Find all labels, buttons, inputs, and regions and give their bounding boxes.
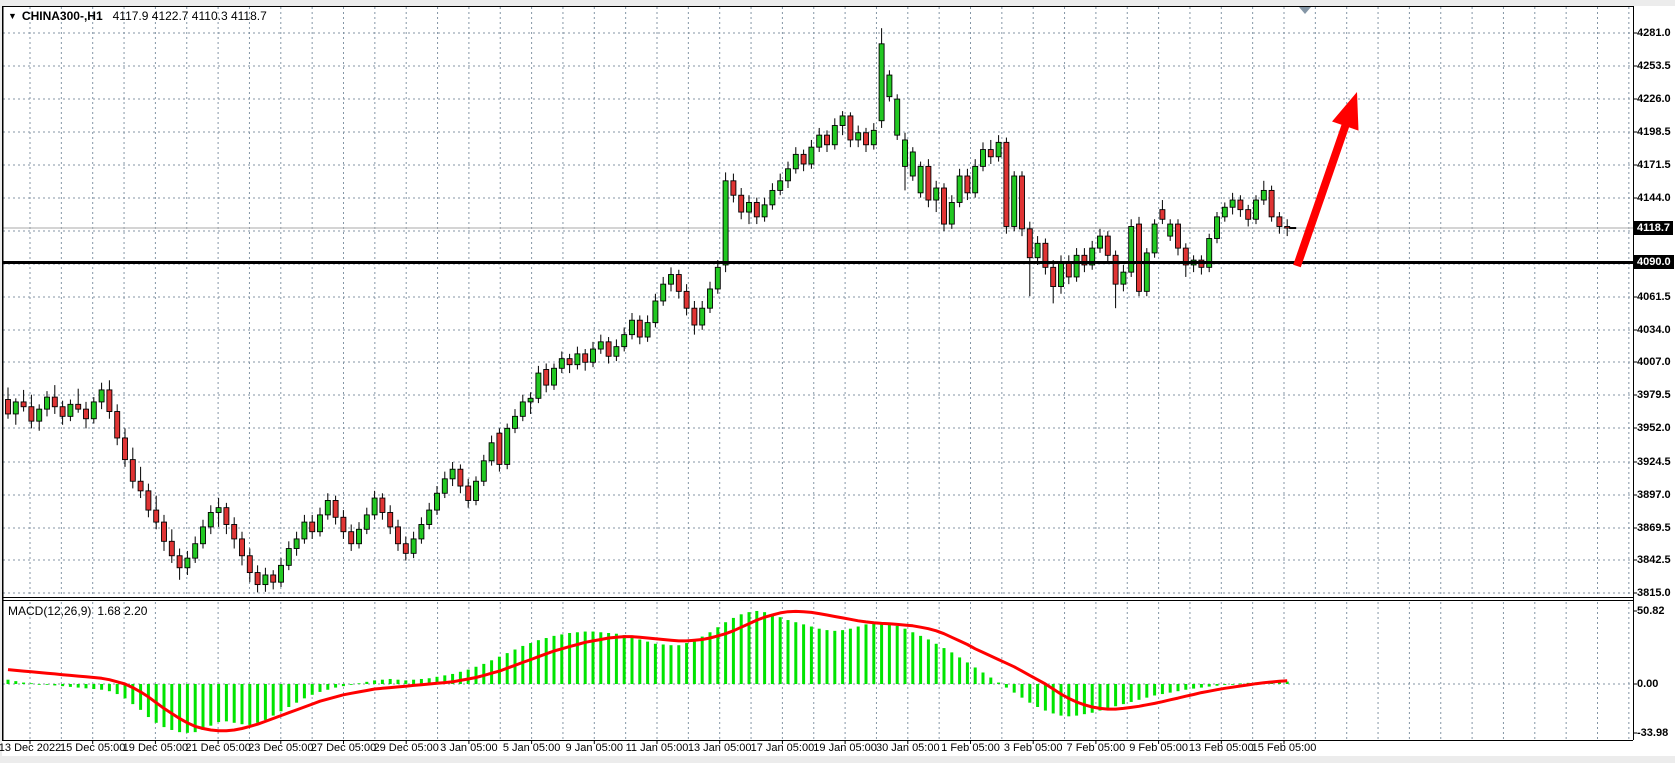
time-label: 9 Feb 05:00 xyxy=(1129,742,1188,754)
price-tag: 4090.0 xyxy=(1634,255,1674,269)
time-label: 7 Feb 05:00 xyxy=(1066,742,1126,754)
time-label: 11 Jan 05:00 xyxy=(625,742,689,754)
time-label: 9 Jan 05:00 xyxy=(565,742,624,754)
time-label: 5 Jan 05:00 xyxy=(502,742,561,754)
symbol-period-label: CHINA300-,H1 xyxy=(21,9,103,23)
candles xyxy=(5,28,1291,593)
macd-histogram xyxy=(6,610,1289,733)
time-label: 15 Dec 05:00 xyxy=(59,742,126,754)
price-label: 3815.0 xyxy=(1637,587,1671,599)
time-label: 3 Feb 05:00 xyxy=(1003,742,1063,754)
price-label: 4226.0 xyxy=(1637,93,1671,105)
time-label: 27 Dec 05:00 xyxy=(310,742,377,754)
price-label: 4171.5 xyxy=(1637,159,1671,171)
price-label: 4198.5 xyxy=(1637,126,1671,138)
panel-borders xyxy=(1,6,1634,741)
left-frame-strip xyxy=(0,0,2,763)
ohlc-quote-label: 4117.9 4122.7 4110.3 4118.7 xyxy=(112,9,267,23)
time-label: 30 Jan 05:00 xyxy=(875,742,940,754)
macd-signal-line xyxy=(7,609,1288,733)
macd-name: MACD(12,26,9) xyxy=(8,604,92,618)
price-label: 4007.0 xyxy=(1637,356,1671,368)
price-label: 4281.0 xyxy=(1637,27,1671,39)
price-label: 4253.5 xyxy=(1637,60,1671,72)
price-axis[interactable]: 4281.0 4253.5 4226.0 4198.5 4171.5 4144.0 4061… xyxy=(1634,0,1675,763)
time-label: 17 Jan 05:00 xyxy=(750,742,815,754)
time-label: 13 Feb 05:00 xyxy=(1188,742,1254,754)
price-label: 0.00 xyxy=(1637,678,1659,690)
price-label: 50.82 xyxy=(1637,605,1665,617)
price-label: 3952.0 xyxy=(1637,422,1671,434)
time-label: 15 Feb 05:00 xyxy=(1251,742,1317,754)
bottom-frame-strip xyxy=(0,756,1675,763)
price-label: 4034.0 xyxy=(1637,324,1671,336)
chart-shift-marker-icon[interactable] xyxy=(1299,7,1311,14)
trend-arrow-object[interactable] xyxy=(1293,92,1359,268)
macd-indicator-label: MACD(12,26,9) 1.68 2.20 xyxy=(8,604,147,618)
price-tag: 4118.7 xyxy=(1634,221,1674,235)
axis-ticks xyxy=(29,32,1637,744)
price-label: 3924.5 xyxy=(1637,456,1671,468)
time-label: 3 Jan 05:00 xyxy=(440,742,498,754)
price-label: 4144.0 xyxy=(1637,192,1671,204)
time-label: 19 Jan 05:00 xyxy=(813,742,877,754)
time-label: 13 Jan 05:00 xyxy=(687,742,752,754)
price-label: 3897.0 xyxy=(1637,489,1671,501)
time-label: 21 Dec 05:00 xyxy=(185,742,251,754)
macd-values: 1.68 2.20 xyxy=(97,604,148,618)
time-label: 13 Dec 2022 xyxy=(0,742,62,754)
time-label: 29 Dec 05:00 xyxy=(373,742,439,754)
time-label: 23 Dec 05:00 xyxy=(248,742,314,754)
symbol-dropdown-icon: ▼ xyxy=(8,11,17,21)
time-label: 1 Feb 05:00 xyxy=(941,742,1000,754)
top-frame-strip xyxy=(0,0,1675,6)
price-label: 4061.5 xyxy=(1637,291,1671,303)
time-axis[interactable]: 13 Dec 2022 15 Dec 05:00 19 Dec 05:00 21 De… xyxy=(0,741,1675,756)
price-label: 3979.5 xyxy=(1637,389,1671,401)
price-label: 3842.5 xyxy=(1637,554,1671,566)
price-label: 3869.5 xyxy=(1637,522,1671,534)
time-label: 19 Dec 05:00 xyxy=(122,742,189,754)
price-label: -33.98 xyxy=(1637,727,1669,739)
chart-title: ▼ CHINA300-,H1 4117.9 4122.7 4110.3 4118.7 xyxy=(8,9,267,23)
